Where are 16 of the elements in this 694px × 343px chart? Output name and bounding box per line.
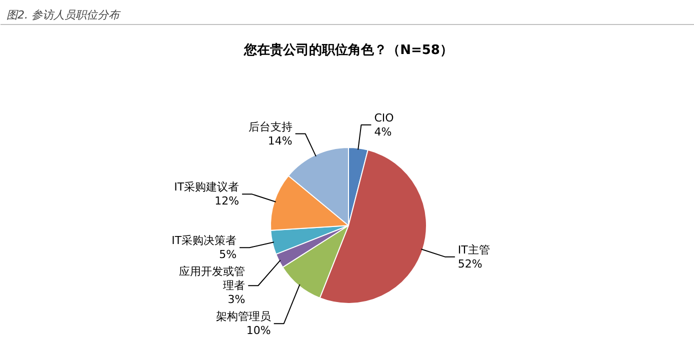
slice-label: IT采购决策者: [172, 234, 237, 248]
data-label: 12%: [214, 194, 240, 208]
data-label: 5%: [219, 248, 237, 262]
data-label: 4%: [374, 125, 392, 138]
chart-title: 您在贵公司的职位角色？（N=58）: [243, 42, 453, 58]
slice-label: CIO: [374, 111, 394, 124]
data-label: 3%: [228, 293, 246, 306]
data-label: 14%: [268, 134, 292, 148]
caption: 图2. 参访人员职位分布: [6, 8, 122, 22]
slice-label: 应用开发或管理者: [179, 265, 246, 292]
slice-label: 架构管理员: [216, 310, 271, 324]
data-label: 52%: [458, 257, 482, 270]
slice-label: IT采购建议者: [174, 180, 240, 194]
slice-label: 后台支持: [248, 120, 292, 134]
slice-label: IT主管: [458, 243, 490, 256]
data-label: 10%: [246, 324, 271, 338]
